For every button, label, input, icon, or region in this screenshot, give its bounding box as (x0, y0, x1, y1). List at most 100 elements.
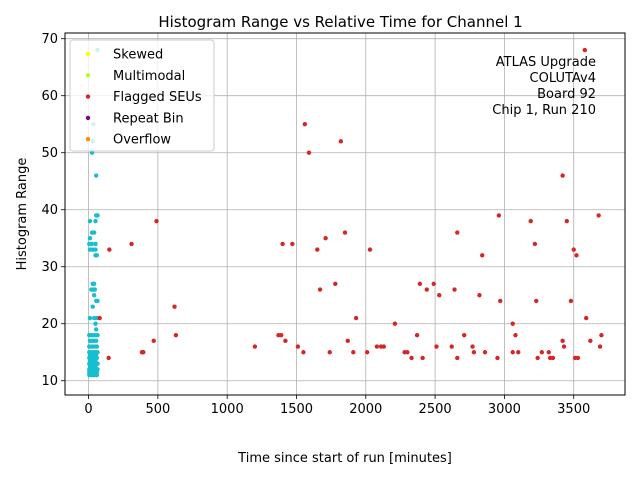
data-point (295, 344, 301, 349)
data-point (374, 344, 380, 349)
data-point (470, 344, 475, 349)
y-tick-label: 40 (41, 203, 58, 218)
data-point (455, 355, 460, 361)
data-point (482, 350, 488, 355)
data-point (560, 338, 565, 344)
run-annotation: ATLAS Upgrade COLUTAv4 Board 92 Chip 1, … (492, 55, 596, 118)
data-point (353, 315, 359, 321)
data-point (528, 218, 533, 224)
data-point (252, 344, 258, 349)
data-point (87, 236, 93, 241)
data-point (94, 253, 100, 258)
data-point (532, 241, 538, 247)
x-tick-label: 1500 (280, 402, 313, 417)
data-point (449, 344, 454, 349)
data-point (327, 350, 332, 355)
data-point (338, 139, 344, 144)
y-tick-label: 50 (41, 146, 58, 161)
plot-frame (64, 32, 626, 396)
data-point (455, 230, 460, 235)
data-point (414, 332, 420, 338)
data-point (546, 350, 551, 355)
data-point (89, 241, 95, 247)
data-point (306, 150, 312, 155)
x-tick-label: 3000 (488, 402, 521, 417)
data-point (302, 122, 308, 127)
data-point (87, 315, 93, 321)
data-point (420, 355, 425, 361)
data-point (333, 281, 338, 287)
data-point (173, 332, 179, 338)
legend-label: Overflow (113, 133, 171, 148)
data-point (574, 253, 579, 258)
annotation-line-3: Board 92 (537, 87, 596, 102)
data-point (417, 281, 423, 287)
data-point (91, 293, 97, 298)
data-point (510, 350, 515, 355)
data-point (496, 213, 502, 218)
data-point (87, 218, 93, 224)
legend-marker (85, 115, 91, 121)
data-point (90, 304, 95, 309)
data-point (279, 332, 284, 338)
legend-label: Flagged SEUs (113, 90, 202, 105)
data-point (154, 218, 159, 224)
data-point (91, 281, 97, 287)
data-point (93, 247, 98, 252)
legend-marker (85, 94, 91, 99)
data-point (498, 298, 503, 304)
x-axis-ticks: 0 500 1000 1500 2000 2500 3000 3500 (84, 395, 590, 417)
data-point (452, 287, 457, 292)
data-point (97, 315, 102, 321)
data-point (317, 287, 323, 292)
data-point (513, 332, 518, 338)
data-point (550, 355, 556, 361)
data-point (141, 350, 146, 355)
y-axis-label: Histogram Range (15, 158, 30, 271)
legend: Skewed Multimodal Flagged SEUs Repeat Bin Ov… (69, 39, 215, 152)
data-point (151, 338, 156, 344)
data-point (405, 350, 410, 355)
data-point (477, 293, 482, 298)
x-tick-label: 2500 (419, 402, 452, 417)
y-axis-ticks: 10 20 30 40 50 60 70 (41, 32, 65, 389)
legend-marker (85, 137, 91, 142)
data-point (92, 287, 98, 292)
data-point (437, 293, 442, 298)
data-point (424, 287, 429, 292)
series-flagged-seus (97, 47, 604, 361)
data-point (434, 344, 439, 349)
data-point (89, 150, 95, 155)
y-tick-label: 60 (41, 89, 58, 104)
data-point (345, 338, 350, 344)
x-tick-label: 1000 (211, 402, 244, 417)
data-point (431, 281, 436, 287)
y-tick-label: 30 (41, 260, 58, 275)
data-point (95, 298, 100, 304)
data-point (364, 350, 370, 355)
data-point (409, 355, 414, 361)
data-point (516, 350, 521, 355)
legend-box (69, 39, 215, 152)
data-point (462, 332, 467, 338)
grid (65, 33, 625, 395)
data-point (597, 344, 603, 349)
data-point (93, 327, 99, 332)
data-point (564, 218, 569, 224)
data-point (93, 321, 98, 326)
data-point (588, 338, 593, 344)
data-point (323, 236, 328, 241)
data-point (367, 247, 373, 252)
data-point (568, 298, 574, 304)
data-points (87, 47, 604, 378)
data-point (599, 332, 604, 338)
data-point (510, 321, 515, 326)
data-point (480, 253, 485, 258)
data-point (107, 247, 112, 252)
legend-entries: Skewed Multimodal Flagged SEUs Repeat Bin Ov… (85, 48, 202, 148)
legend-label: Repeat Bin (113, 111, 184, 126)
data-point (596, 213, 601, 218)
annotation-line-1: ATLAS Upgrade (496, 55, 596, 70)
